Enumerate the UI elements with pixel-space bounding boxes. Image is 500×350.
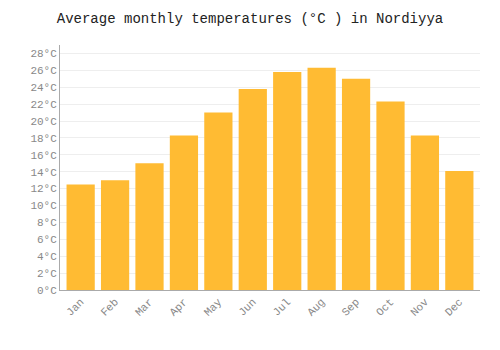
svg-text:Jan: Jan — [64, 296, 86, 318]
svg-text:Aug: Aug — [305, 296, 327, 318]
svg-text:Feb: Feb — [99, 296, 121, 318]
svg-text:26°C: 26°C — [30, 65, 57, 77]
svg-text:Jul: Jul — [271, 296, 293, 318]
svg-text:Sep: Sep — [340, 296, 362, 318]
svg-text:10°C: 10°C — [30, 200, 57, 212]
svg-text:0°C: 0°C — [37, 285, 57, 297]
svg-text:22°C: 22°C — [30, 99, 57, 111]
svg-text:Mar: Mar — [133, 296, 155, 318]
svg-text:4°C: 4°C — [37, 251, 57, 263]
svg-text:18°C: 18°C — [30, 133, 57, 145]
svg-text:24°C: 24°C — [30, 82, 57, 94]
svg-text:2°C: 2°C — [37, 268, 57, 280]
svg-text:Average monthly temperatures (: Average monthly temperatures (°C ) in No… — [57, 11, 443, 27]
svg-text:Apr: Apr — [167, 296, 189, 318]
svg-text:12°C: 12°C — [30, 183, 57, 195]
svg-text:Dec: Dec — [443, 296, 465, 318]
svg-text:8°C: 8°C — [37, 217, 57, 229]
svg-text:Nov: Nov — [408, 296, 431, 319]
svg-text:May: May — [202, 296, 225, 319]
svg-text:16°C: 16°C — [30, 150, 57, 162]
svg-text:14°C: 14°C — [30, 167, 57, 179]
svg-text:6°C: 6°C — [37, 234, 57, 246]
svg-text:20°C: 20°C — [30, 116, 57, 128]
svg-text:Oct: Oct — [374, 296, 396, 318]
svg-text:Jun: Jun — [236, 296, 258, 318]
svg-text:28°C: 28°C — [30, 48, 57, 60]
